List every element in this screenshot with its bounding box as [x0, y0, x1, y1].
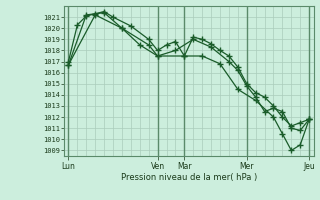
X-axis label: Pression niveau de la mer( hPa ): Pression niveau de la mer( hPa ) [121, 173, 257, 182]
